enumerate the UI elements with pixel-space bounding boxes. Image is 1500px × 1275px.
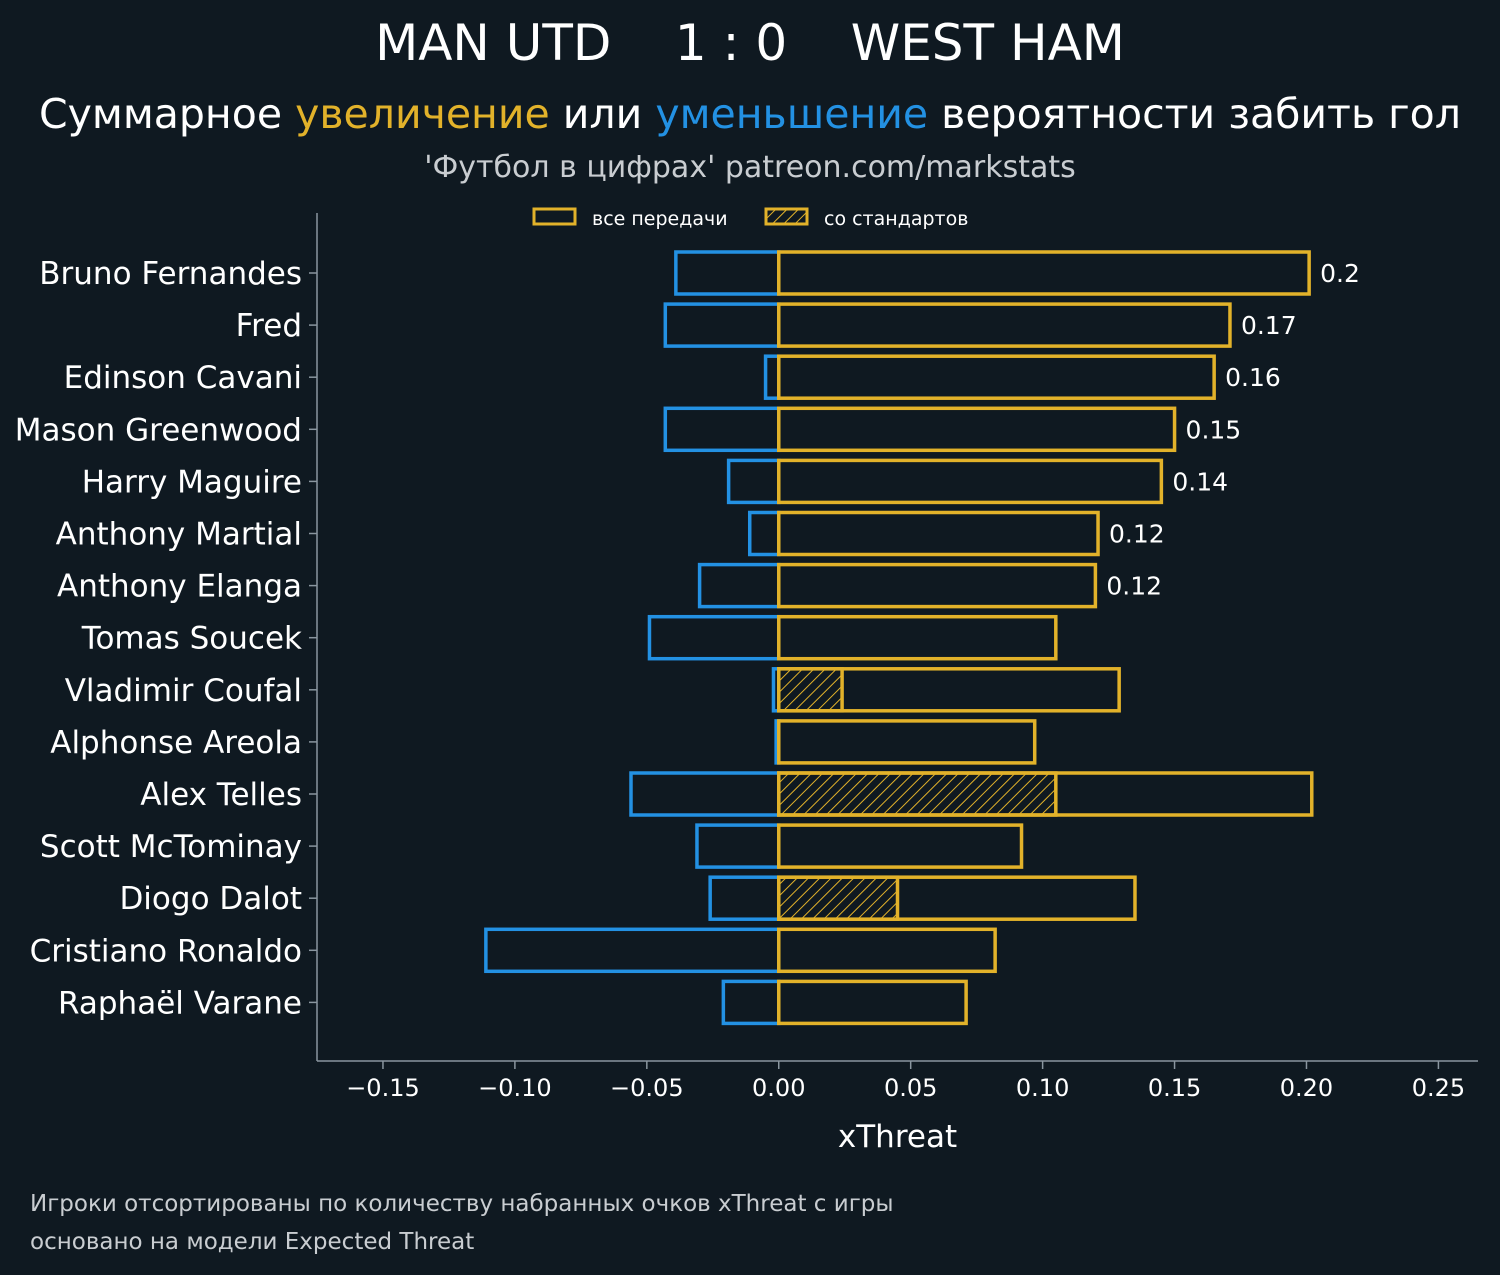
bar-increase-mason-greenwood [777, 406, 1177, 453]
bar-increase-anthony-elanga [777, 562, 1098, 609]
bar-decrease-alex-telles [629, 771, 781, 817]
bar-increase-alphonse-areola [777, 719, 1037, 765]
bar-increase-cristiano-ronaldo [777, 927, 997, 974]
bar-increase-tomas-soucek [777, 614, 1058, 661]
bar-value-label: 0.14 [1172, 467, 1228, 496]
axes-layer: Bruno Fernandes Fred Edinson Cavani Mason G… [15, 213, 1478, 1155]
bar-value-label: 0.12 [1109, 520, 1165, 549]
subtitle-decrease-word: уменьшение [655, 90, 929, 138]
x-tick-label: 0.05 [884, 1074, 937, 1102]
x-tick-label: 0.10 [1016, 1074, 1069, 1102]
y-tick-label-scott-mctominay: Scott McTominay [40, 829, 302, 865]
bar-increase-harry-maguire [777, 458, 1164, 505]
bar-decrease-rapha-l-varane [721, 979, 781, 1026]
y-tick-label-anthony-elanga: Anthony Elanga [57, 569, 302, 605]
bar-decrease-edinson-cavani [763, 354, 781, 400]
y-tick-label-vladimir-coufal: Vladimir Coufal [65, 673, 302, 709]
bar-decrease-fred [663, 302, 781, 348]
subtitle-increase-word: увеличение [295, 90, 550, 138]
subtitle-prefix: Суммарное [39, 90, 296, 138]
bar-decrease-cristiano-ronaldo [484, 927, 781, 974]
bar-set-pieces-vladimir-coufal [777, 667, 844, 713]
bars-layer: 0.20.170.160.150.140.120.12 [484, 250, 1360, 1026]
subtitle-middle: или [549, 90, 656, 138]
bar-increase-diogo-dalot [777, 875, 1137, 921]
bar-increase-vladimir-coufal [777, 667, 1121, 713]
footnote-line-2: основано на модели Expected Threat [30, 1229, 475, 1255]
chart-source: 'Футбол в цифрах' patreon.com/markstats [424, 150, 1076, 185]
bar-decrease-harry-maguire [726, 458, 781, 505]
bar-increase-anthony-martial [777, 510, 1100, 557]
y-tick-label-edinson-cavani: Edinson Cavani [64, 360, 302, 396]
bar-increase-edinson-cavani [777, 354, 1216, 400]
x-axis-label: xThreat [838, 1119, 957, 1155]
bar-increase-alex-telles [777, 771, 1314, 817]
y-tick-label-alex-telles: Alex Telles [140, 777, 302, 813]
y-tick-label-alphonse-areola: Alphonse Areola [50, 725, 302, 761]
legend-label-set-pieces: со стандартов [824, 208, 968, 230]
x-tick-label: −0.05 [610, 1074, 684, 1102]
bar-decrease-scott-mctominay [695, 823, 781, 869]
bar-set-pieces-diogo-dalot [777, 875, 900, 921]
bar-value-label: 0.12 [1106, 572, 1162, 601]
x-tick-label: 0.00 [752, 1074, 805, 1102]
bar-increase-rapha-l-varane [777, 979, 968, 1026]
x-tick-label: −0.10 [478, 1074, 552, 1102]
chart-subtitle: Суммарное увеличение или уменьшение веро… [0, 90, 1500, 138]
x-tick-label: 0.15 [1148, 1074, 1201, 1102]
footnote: Игроки отсортированы по количеству набра… [30, 1185, 894, 1261]
footnote-line-1: Игроки отсортированы по количеству набра… [30, 1191, 894, 1217]
bar-value-label: 0.2 [1320, 259, 1360, 288]
y-tick-label-mason-greenwood: Mason Greenwood [15, 412, 302, 448]
bar-decrease-anthony-elanga [697, 562, 781, 609]
bar-value-label: 0.15 [1186, 415, 1242, 444]
bar-increase-fred [777, 302, 1232, 348]
legend-label-all-passes: все передачи [592, 208, 728, 230]
bar-decrease-mason-greenwood [663, 406, 781, 453]
legend-swatch-all-passes [532, 207, 577, 226]
bar-decrease-anthony-martial [747, 510, 781, 557]
y-tick-label-harry-maguire: Harry Maguire [82, 464, 302, 500]
bar-set-pieces-alex-telles [777, 771, 1058, 817]
bar-decrease-bruno-fernandes [674, 250, 781, 296]
y-tick-label-bruno-fernandes: Bruno Fernandes [39, 256, 302, 292]
y-tick-label-rapha-l-varane: Raphaël Varane [58, 985, 302, 1021]
bar-value-label: 0.16 [1225, 363, 1281, 392]
legend-swatch-set-pieces [764, 207, 809, 226]
x-tick-label: 0.20 [1280, 1074, 1333, 1102]
y-tick-label-anthony-martial: Anthony Martial [56, 517, 302, 553]
bar-increase-bruno-fernandes [777, 250, 1311, 296]
y-tick-label-cristiano-ronaldo: Cristiano Ronaldo [30, 933, 302, 969]
legend: все передачи со стандартов [532, 207, 968, 230]
y-tick-label-fred: Fred [236, 308, 302, 344]
bar-value-label: 0.17 [1241, 311, 1297, 340]
bar-increase-scott-mctominay [777, 823, 1024, 869]
bar-decrease-tomas-soucek [647, 614, 781, 661]
x-tick-label: −0.15 [346, 1074, 420, 1102]
subtitle-suffix: вероятности забить гол [928, 90, 1461, 138]
bar-decrease-diogo-dalot [708, 875, 781, 921]
y-tick-label-tomas-soucek: Tomas Soucek [81, 621, 302, 657]
chart-title: MAN UTD 1 : 0 WEST HAM [375, 14, 1125, 72]
x-tick-label: 0.25 [1412, 1074, 1465, 1102]
y-tick-label-diogo-dalot: Diogo Dalot [119, 881, 302, 917]
